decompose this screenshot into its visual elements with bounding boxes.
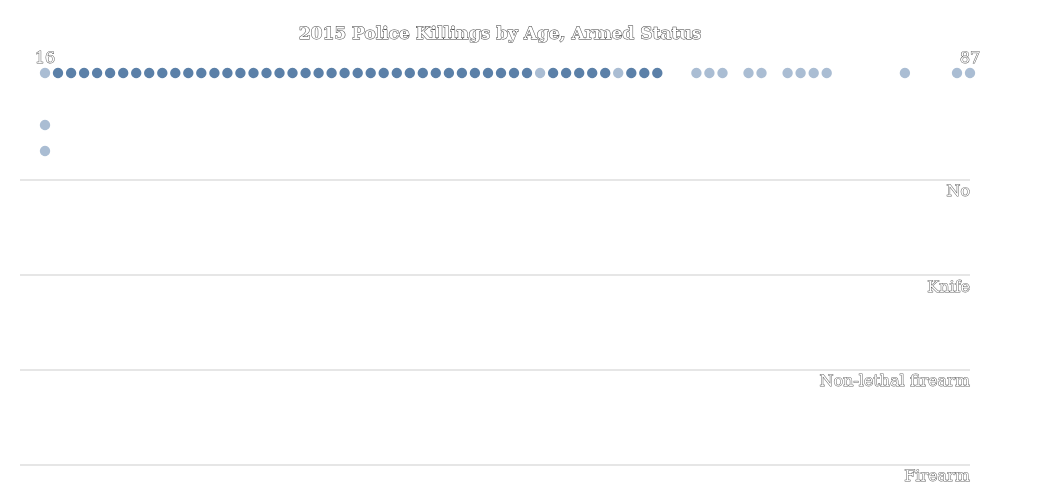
data-point-dark-age-20-row-1[interactable]: [91, 67, 103, 79]
data-point-dark-age-61-row-1[interactable]: [626, 67, 637, 79]
data-point-light-age-87-row-1[interactable]: [964, 67, 976, 79]
data-point-dark-age-38-row-1[interactable]: [326, 67, 337, 79]
data-point-dark-age-50-row-1[interactable]: [482, 67, 494, 79]
row-label-firearm: Firearm: [904, 466, 970, 485]
data-point-dark-age-48-row-1[interactable]: [456, 67, 468, 79]
data-point-dark-age-49-row-1[interactable]: [469, 67, 481, 79]
data-point-dark-age-41-row-1[interactable]: [365, 67, 376, 79]
data-point-light-age-16-row-3[interactable]: [39, 145, 51, 157]
data-point-light-age-54-row-1[interactable]: [534, 67, 546, 79]
data-point-dark-age-40-row-1[interactable]: [352, 67, 363, 79]
data-point-dark-age-58-row-1[interactable]: [587, 67, 598, 79]
row-label-no: No: [946, 181, 970, 200]
row-label-non-lethal-firearm: Non-lethal firearm: [819, 371, 970, 390]
data-point-dark-age-34-row-1[interactable]: [274, 67, 285, 79]
data-point-dark-age-62-row-1[interactable]: [639, 67, 650, 79]
data-point-light-age-86-row-1[interactable]: [951, 67, 963, 79]
x-end-label: 87: [960, 48, 980, 67]
data-point-dark-age-46-row-1[interactable]: [430, 67, 441, 79]
data-point-dark-age-24-row-1[interactable]: [144, 67, 155, 79]
data-point-dark-age-56-row-1[interactable]: [560, 67, 572, 79]
data-point-dark-age-52-row-1[interactable]: [508, 67, 520, 79]
data-point-dark-age-25-row-1[interactable]: [157, 67, 168, 79]
data-point-light-age-74-row-1[interactable]: [795, 67, 806, 79]
data-point-dark-age-18-row-1[interactable]: [65, 67, 77, 79]
chart-title: 2015 Police Killings by Age, Armed Statu…: [299, 24, 701, 44]
data-point-dark-age-59-row-1[interactable]: [600, 67, 611, 79]
data-point-dark-age-51-row-1[interactable]: [495, 67, 507, 79]
data-point-dark-age-36-row-1[interactable]: [300, 67, 311, 79]
data-point-light-age-73-row-1[interactable]: [782, 67, 793, 79]
data-point-dark-age-28-row-1[interactable]: [196, 67, 207, 79]
data-point-dark-age-33-row-1[interactable]: [261, 67, 272, 79]
data-point-dark-age-39-row-1[interactable]: [339, 67, 350, 79]
data-point-dark-age-21-row-1[interactable]: [104, 67, 116, 79]
data-point-light-age-82-row-1[interactable]: [899, 67, 911, 79]
data-point-light-age-76-row-1[interactable]: [821, 67, 832, 79]
data-point-dark-age-31-row-1[interactable]: [235, 67, 246, 79]
data-point-light-age-75-row-1[interactable]: [808, 67, 819, 79]
data-point-dark-age-43-row-1[interactable]: [391, 67, 402, 79]
data-point-dark-age-23-row-1[interactable]: [131, 67, 142, 79]
data-point-light-age-16-row-2[interactable]: [39, 119, 51, 131]
data-point-light-age-16-row-1[interactable]: [39, 67, 51, 79]
points-group: [39, 67, 976, 157]
data-point-dark-age-63-row-1[interactable]: [652, 67, 663, 79]
data-point-light-age-68-row-1[interactable]: [717, 67, 728, 79]
data-point-dark-age-44-row-1[interactable]: [404, 67, 415, 79]
data-point-dark-age-57-row-1[interactable]: [574, 67, 585, 79]
data-point-dark-age-35-row-1[interactable]: [287, 67, 298, 79]
data-point-light-age-71-row-1[interactable]: [756, 67, 767, 79]
x-start-label: 16: [35, 48, 55, 67]
data-point-dark-age-53-row-1[interactable]: [521, 67, 533, 79]
data-point-dark-age-45-row-1[interactable]: [417, 67, 428, 79]
data-point-dark-age-47-row-1[interactable]: [443, 67, 455, 79]
data-point-dark-age-22-row-1[interactable]: [118, 67, 129, 79]
data-point-dark-age-32-row-1[interactable]: [248, 67, 259, 79]
data-point-light-age-67-row-1[interactable]: [704, 67, 715, 79]
data-point-dark-age-17-row-1[interactable]: [52, 67, 64, 79]
data-point-dark-age-30-row-1[interactable]: [222, 67, 233, 79]
data-point-dark-age-27-row-1[interactable]: [183, 67, 194, 79]
data-point-dark-age-19-row-1[interactable]: [78, 67, 90, 79]
data-point-dark-age-55-row-1[interactable]: [547, 67, 559, 79]
data-point-light-age-60-row-1[interactable]: [613, 67, 624, 79]
data-point-dark-age-26-row-1[interactable]: [170, 67, 181, 79]
data-point-light-age-70-row-1[interactable]: [743, 67, 754, 79]
data-point-light-age-66-row-1[interactable]: [691, 67, 702, 79]
row-label-knife: Knife: [927, 277, 970, 296]
data-point-dark-age-42-row-1[interactable]: [378, 67, 389, 79]
data-point-dark-age-37-row-1[interactable]: [313, 67, 324, 79]
data-point-dark-age-29-row-1[interactable]: [209, 67, 220, 79]
